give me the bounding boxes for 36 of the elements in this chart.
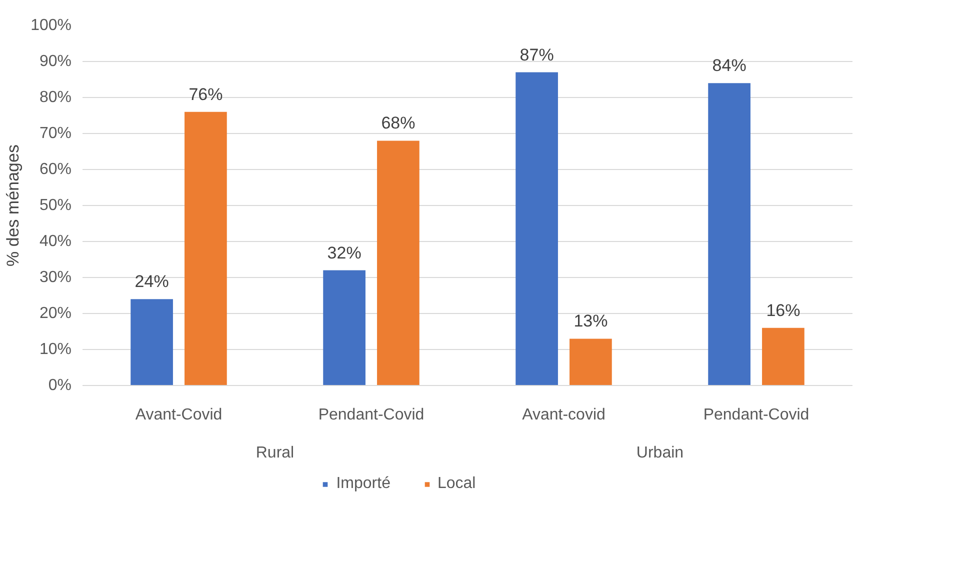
y-tick-label: 60% <box>39 161 72 178</box>
data-label: 32% <box>327 243 362 262</box>
data-label: 68% <box>381 114 416 133</box>
bar <box>323 270 366 386</box>
bar <box>516 72 558 386</box>
legend-label: Local <box>437 475 476 493</box>
y-tick-label: 80% <box>39 89 72 106</box>
bar <box>184 112 227 386</box>
bar <box>570 338 612 386</box>
data-label: 87% <box>520 45 554 64</box>
y-tick-label: 10% <box>39 341 72 358</box>
data-label: 16% <box>766 300 800 320</box>
bar <box>130 299 173 386</box>
x-tick-label: Avant-Covid <box>135 406 222 424</box>
legend-label: Importé <box>336 475 390 493</box>
data-label: 84% <box>712 56 746 76</box>
data-label: 13% <box>574 312 608 331</box>
y-tick-label: 70% <box>39 125 72 142</box>
bar <box>762 328 804 386</box>
bar <box>708 83 750 386</box>
y-tick-label: 100% <box>30 17 72 34</box>
data-label: 24% <box>134 272 169 292</box>
text: Urbain <box>636 444 684 462</box>
y-tick-label: 30% <box>39 269 72 286</box>
data-label: 76% <box>188 84 223 104</box>
x-tick-label: Avant-covid <box>522 406 606 424</box>
x-tick-label: Pendant-Covid <box>318 406 424 424</box>
y-tick-label: 40% <box>39 233 72 250</box>
y-tick-label: 0% <box>48 377 72 394</box>
y-tick-label: 50% <box>39 197 72 214</box>
bar <box>377 140 420 386</box>
x-tick-label: Pendant-Covid <box>703 406 810 424</box>
text: Rural <box>256 444 294 462</box>
y-axis-title: % des ménages <box>4 144 23 266</box>
y-tick-label: 20% <box>39 305 72 322</box>
y-tick-label: 90% <box>39 53 72 70</box>
